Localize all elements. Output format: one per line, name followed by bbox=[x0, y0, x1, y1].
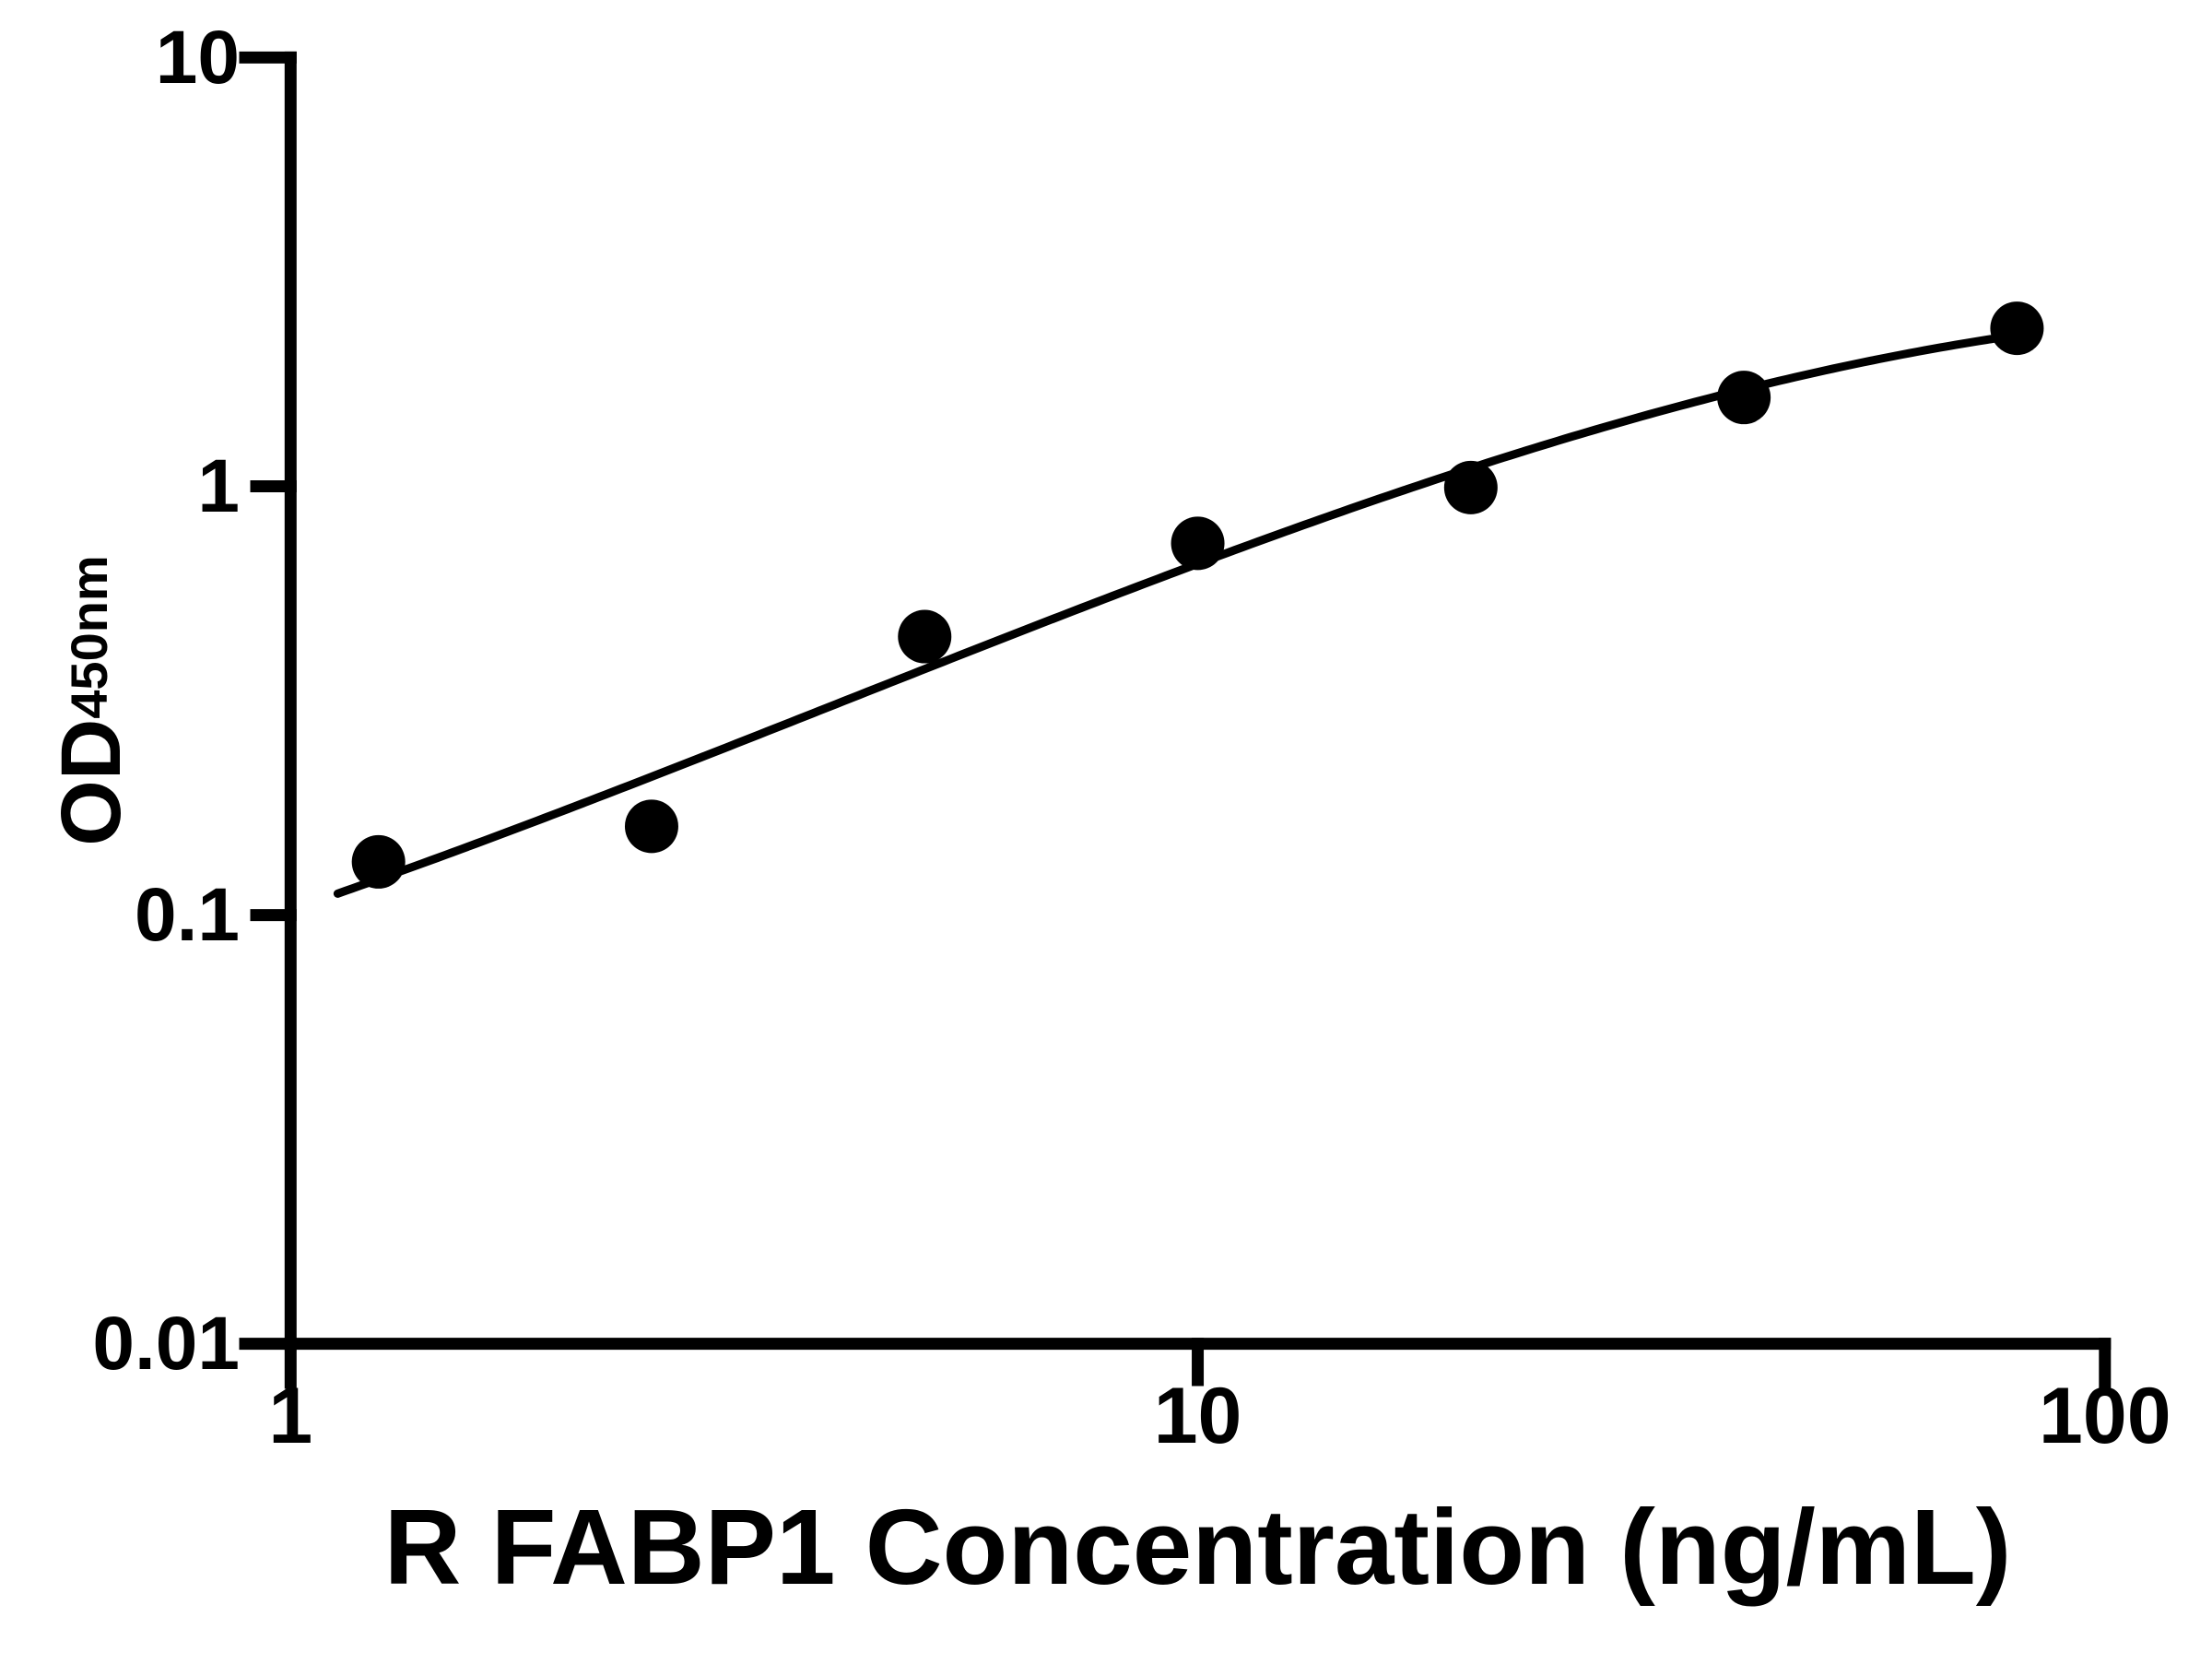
svg-text:OD450nm: OD450nm bbox=[44, 555, 138, 845]
svg-text:1: 1 bbox=[268, 1372, 312, 1460]
svg-text:0.01: 0.01 bbox=[92, 1302, 240, 1386]
svg-text:10: 10 bbox=[156, 16, 240, 100]
svg-text:0.1: 0.1 bbox=[135, 873, 240, 957]
svg-text:10: 10 bbox=[1154, 1372, 1242, 1460]
svg-text:1: 1 bbox=[197, 444, 240, 528]
svg-text:R FABP1 Concentration (ng/mL): R FABP1 Concentration (ng/mL) bbox=[384, 1487, 2012, 1607]
svg-text:100: 100 bbox=[2039, 1372, 2171, 1460]
